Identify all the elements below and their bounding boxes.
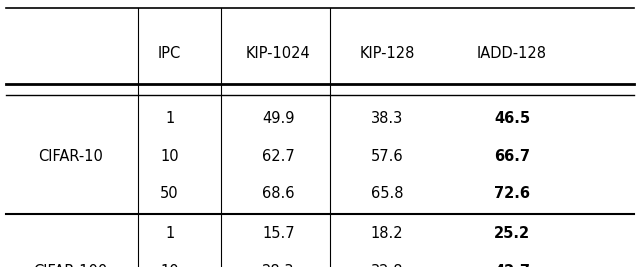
Text: 28.3: 28.3 [262,264,294,267]
Text: KIP-1024: KIP-1024 [246,46,311,61]
Text: 10: 10 [160,149,179,164]
Text: 49.9: 49.9 [262,111,294,126]
Text: 32.8: 32.8 [371,264,403,267]
Text: CIFAR-10: CIFAR-10 [38,149,103,164]
Text: 66.7: 66.7 [494,149,530,164]
Text: 65.8: 65.8 [371,186,403,201]
Text: 25.2: 25.2 [494,226,530,241]
Text: 38.3: 38.3 [371,111,403,126]
Text: 62.7: 62.7 [262,149,295,164]
Text: 50: 50 [160,186,179,201]
Text: 68.6: 68.6 [262,186,294,201]
Text: IADD-128: IADD-128 [477,46,547,61]
Text: 1: 1 [165,226,174,241]
Text: 57.6: 57.6 [371,149,403,164]
Text: 46.5: 46.5 [494,111,530,126]
Text: 72.6: 72.6 [494,186,530,201]
Text: 1: 1 [165,111,174,126]
Text: IPC: IPC [158,46,181,61]
Text: KIP-128: KIP-128 [360,46,415,61]
Text: 42.7: 42.7 [494,264,530,267]
Text: 15.7: 15.7 [262,226,294,241]
Text: 10: 10 [160,264,179,267]
Text: 18.2: 18.2 [371,226,403,241]
Text: CIFAR-100: CIFAR-100 [33,264,108,267]
